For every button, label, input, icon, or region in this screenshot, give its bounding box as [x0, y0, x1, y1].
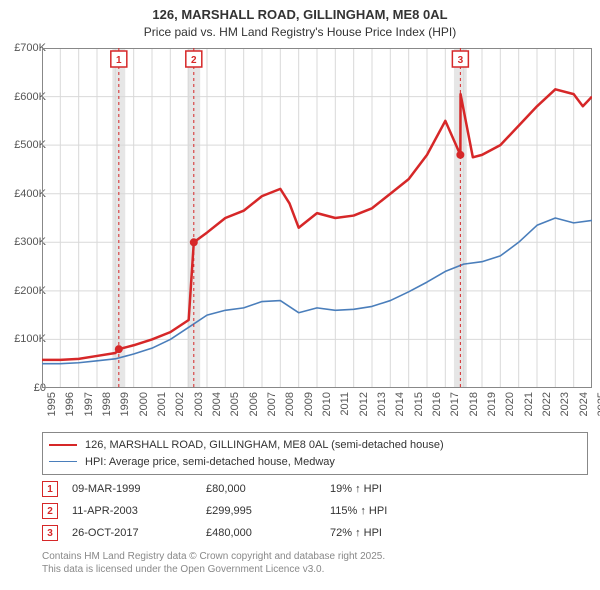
legend-label: 126, MARSHALL ROAD, GILLINGHAM, ME8 0AL …: [85, 437, 444, 454]
price-chart: 1 2 3: [42, 48, 592, 388]
sale-table: 1 09-MAR-1999 £80,000 19% ↑ HPI 2 11-APR-2003…: [42, 478, 588, 544]
legend-label: HPI: Average price, semi-detached house,…: [85, 454, 335, 471]
sale-row: 3 26-OCT-2017 £480,000 72% ↑ HPI: [42, 522, 588, 544]
y-axis-tick: £600K: [0, 91, 46, 103]
svg-text:2: 2: [191, 55, 197, 66]
footer: Contains HM Land Registry data © Crown c…: [42, 550, 588, 576]
x-axis-tick: 2023: [559, 392, 571, 416]
x-axis-tick: 2021: [523, 392, 535, 416]
x-axis-tick: 2016: [431, 392, 443, 416]
x-axis-tick: 2008: [284, 392, 296, 416]
sale-price: £299,995: [206, 505, 316, 517]
y-axis-tick: £400K: [0, 188, 46, 200]
svg-text:1: 1: [116, 55, 122, 66]
sale-marker-icon: 3: [42, 525, 58, 541]
sale-price: £80,000: [206, 483, 316, 495]
legend: 126, MARSHALL ROAD, GILLINGHAM, ME8 0AL …: [42, 432, 588, 475]
x-axis-tick: 2018: [468, 392, 480, 416]
y-axis-tick: £700K: [0, 42, 46, 54]
x-axis-tick: 2002: [174, 392, 186, 416]
x-axis-tick: 2010: [321, 392, 333, 416]
svg-text:3: 3: [458, 55, 464, 66]
x-axis-tick: 2019: [486, 392, 498, 416]
y-axis-tick: £200K: [0, 285, 46, 297]
x-axis-tick: 1995: [46, 392, 58, 416]
footer-line1: Contains HM Land Registry data © Crown c…: [42, 550, 588, 563]
x-axis-tick: 2006: [248, 392, 260, 416]
x-axis-tick: 2007: [266, 392, 278, 416]
x-axis-tick: 1998: [101, 392, 113, 416]
sale-price: £480,000: [206, 527, 316, 539]
sale-row: 2 11-APR-2003 £299,995 115% ↑ HPI: [42, 500, 588, 522]
legend-swatch: [49, 444, 77, 446]
x-axis-tick: 2005: [229, 392, 241, 416]
y-axis-tick: £300K: [0, 236, 46, 248]
sale-date: 09-MAR-1999: [72, 483, 192, 495]
sale-date: 11-APR-2003: [72, 505, 192, 517]
x-axis-tick: 2001: [156, 392, 168, 416]
x-axis-tick: 2025: [596, 392, 600, 416]
x-axis-tick: 2012: [358, 392, 370, 416]
x-axis-tick: 2004: [211, 392, 223, 416]
sale-date: 26-OCT-2017: [72, 527, 192, 539]
y-axis-tick: £0: [0, 382, 46, 394]
x-axis-tick: 2014: [394, 392, 406, 416]
x-axis-tick: 2022: [541, 392, 553, 416]
x-axis-tick: 2000: [138, 392, 150, 416]
x-axis-tick: 2024: [578, 392, 590, 416]
y-axis-tick: £100K: [0, 333, 46, 345]
page-title-line2: Price paid vs. HM Land Registry's House …: [0, 24, 600, 40]
legend-item-price-paid: 126, MARSHALL ROAD, GILLINGHAM, ME8 0AL …: [49, 437, 581, 454]
sale-marker-icon: 2: [42, 503, 58, 519]
x-axis-tick: 2020: [504, 392, 516, 416]
sale-marker-icon: 1: [42, 481, 58, 497]
y-axis-tick: £500K: [0, 139, 46, 151]
sale-delta: 19% ↑ HPI: [330, 483, 470, 495]
page-title-line1: 126, MARSHALL ROAD, GILLINGHAM, ME8 0AL: [0, 6, 600, 24]
x-axis-tick: 2017: [449, 392, 461, 416]
x-axis-tick: 2009: [303, 392, 315, 416]
footer-line2: This data is licensed under the Open Gov…: [42, 563, 588, 576]
sale-delta: 72% ↑ HPI: [330, 527, 470, 539]
x-axis-tick: 2013: [376, 392, 388, 416]
legend-swatch: [49, 461, 77, 462]
x-axis-tick: 2015: [413, 392, 425, 416]
x-axis-tick: 2003: [193, 392, 205, 416]
x-axis-tick: 2011: [339, 392, 351, 416]
x-axis-tick: 1997: [83, 392, 95, 416]
sale-row: 1 09-MAR-1999 £80,000 19% ↑ HPI: [42, 478, 588, 500]
sale-delta: 115% ↑ HPI: [330, 505, 470, 517]
x-axis-tick: 1996: [64, 392, 76, 416]
x-axis-tick: 1999: [119, 392, 131, 416]
legend-item-hpi: HPI: Average price, semi-detached house,…: [49, 454, 581, 471]
